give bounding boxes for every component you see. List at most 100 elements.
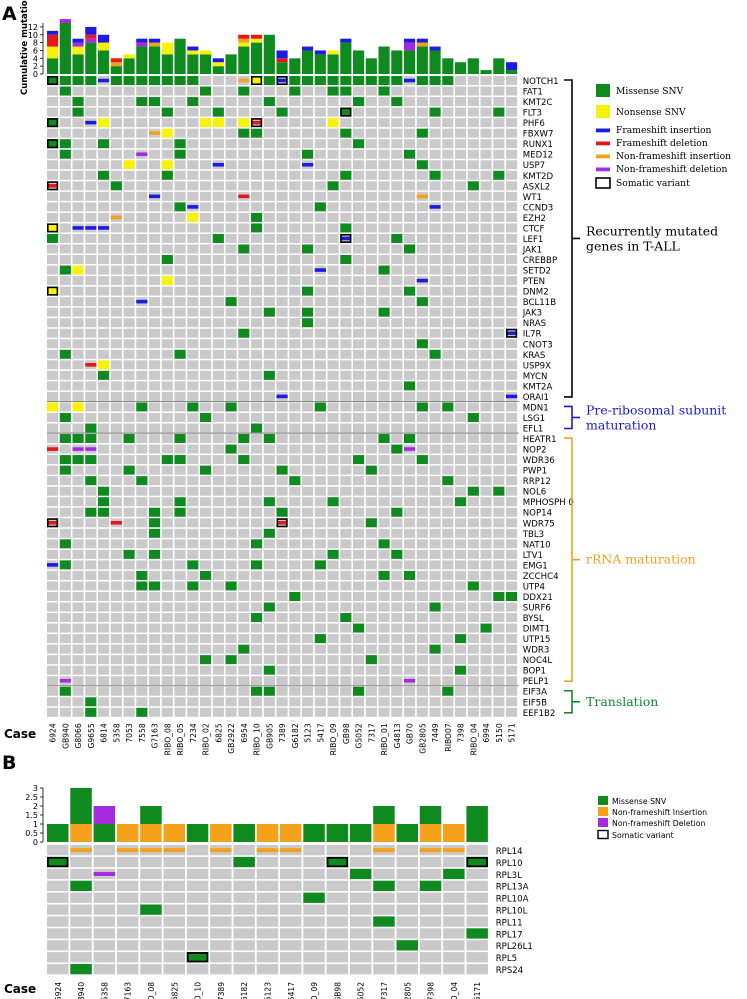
- cell-med12-g4813: [391, 149, 403, 159]
- cell-lef1-ribo-10: [251, 233, 263, 243]
- y-tick-label: 0.5: [25, 829, 38, 838]
- cell-dnm2-gb2805: [416, 286, 428, 296]
- cell-rpl10a-gb940: [70, 892, 92, 903]
- cell-ccnd3-5417: [314, 202, 326, 212]
- cell-ccnd3-5150: [493, 202, 505, 212]
- cell-pwp1-5417: [314, 465, 326, 475]
- cell-ddx21-7558: [136, 591, 148, 601]
- bar-5358-fsd: [110, 58, 122, 63]
- bar-ribo-09-non: [327, 50, 339, 55]
- cell-lsg1-g9655: [85, 412, 97, 422]
- cell-heatr1-7053: [123, 434, 135, 444]
- cell-bcl11b-g5052: [353, 297, 365, 307]
- cell-bysl-g7163: [149, 613, 161, 623]
- cell-nat10-g9655: [85, 539, 97, 549]
- cell-dimt1-g7163: [149, 623, 161, 633]
- cell-il7r-ribo07: [442, 328, 454, 338]
- cell-phf6-gb2805: [416, 118, 428, 128]
- cell-zcchc4-7234: [187, 570, 199, 580]
- cell-wdr75-ribo-04: [467, 518, 479, 528]
- cell-rpl3l-g7163: [116, 868, 139, 880]
- cell-ltv1-6954: [238, 549, 250, 559]
- cell-phf6-7558: [136, 118, 148, 128]
- cell-bop1-5123: [302, 665, 314, 675]
- cell-mycn-7053: [123, 370, 135, 380]
- cell-tbl3-g4813: [391, 528, 403, 538]
- cell-rpl17-g7163: [116, 928, 139, 939]
- cell-ezh2-gb70: [404, 212, 416, 222]
- cell-wdr75-6954: [238, 518, 250, 528]
- cell-wdr36-ribo-08: [161, 455, 173, 465]
- cell-noc4l-7053: [123, 655, 135, 665]
- panel-b-case-label: Case: [4, 982, 36, 996]
- cell-phf6-5150: [493, 118, 505, 128]
- cell-efl1-g5052: [353, 423, 365, 433]
- cell-noc4l-g8066: [72, 655, 84, 665]
- cell-rrp12-g9655: [85, 476, 97, 486]
- somatic-variant-box: [46, 139, 59, 149]
- mutation-bar-fsd: [47, 184, 59, 188]
- cell-rpl3l-g6182: [233, 868, 255, 880]
- cell-dimt1-ribo-10: [251, 623, 263, 633]
- cell-kras-6954: [238, 349, 250, 359]
- cell-bcl11b-6924: [47, 297, 59, 307]
- cell-flt3-g7163: [149, 107, 161, 117]
- cell-ccnd3-gb905: [263, 202, 275, 212]
- bar-gb70-nfd: [404, 42, 416, 51]
- cell-zcchc4-gb905: [263, 570, 275, 580]
- cell-bcl11b-ribo-01: [378, 297, 390, 307]
- cell-nol6-ribo-02: [200, 486, 212, 496]
- cell-lsg1-7389: [276, 412, 288, 422]
- cell-kras-5358: [110, 349, 122, 359]
- cell-nras-gb905: [263, 318, 275, 328]
- cell-wdr75-g9655: [85, 518, 97, 528]
- cell-emg1-ribo-02: [200, 560, 212, 570]
- cell-rpl13a-ribo-08: [140, 880, 162, 891]
- cell-nras-7449: [429, 318, 441, 328]
- cell-jak3-7449: [429, 307, 441, 317]
- cell-wdr3-gb905: [263, 644, 275, 654]
- cell-heatr1-gb940: [59, 434, 71, 444]
- cell-flt3-ribo-04: [467, 107, 479, 117]
- cell-rpl26l1-6924: [47, 940, 69, 951]
- cell-rpl10l-ribo-09: [303, 904, 325, 915]
- cell-nat10-7398: [455, 539, 467, 549]
- cell-jak3-gb98: [340, 307, 352, 317]
- cell-efl1-ribo07: [442, 423, 454, 433]
- mutation-bar-fsi: [404, 78, 416, 83]
- legend-label-nfi: Non-frameshift Insertion: [612, 808, 707, 817]
- cell-phf6-5358: [110, 118, 122, 128]
- cell-rpl17-ribo-09: [303, 928, 325, 939]
- bar-6825-nfi: [163, 824, 185, 842]
- bar-6825-mis: [212, 66, 224, 74]
- cell-orai1-5358: [110, 391, 122, 401]
- cell-pten-g6182: [289, 276, 301, 286]
- cell-cnot3-7389: [276, 339, 288, 349]
- cell-dnm2-gb98: [340, 286, 352, 296]
- cell-setd2-7234: [187, 265, 199, 275]
- cell-rpl3l-7389: [210, 868, 232, 880]
- cell-bcl11b-gb2922: [225, 297, 237, 307]
- cell-cnot3-5171: [506, 339, 518, 349]
- cell-surf6-g9655: [85, 602, 97, 612]
- cell-eif5b-gb905: [263, 697, 275, 707]
- cell-eif3a-6825: [212, 686, 224, 696]
- cell-ddx21-ribo-09: [327, 591, 339, 601]
- cell-utp15-5171: [506, 634, 518, 644]
- cell-runx1-ribo-10: [251, 139, 263, 149]
- cell-nop2-6954: [238, 444, 250, 454]
- cell-runx1-g9655: [85, 139, 97, 149]
- somatic-variant-box: [46, 181, 59, 191]
- cell-ezh2-gb940: [59, 212, 71, 222]
- cell-phf6-gb905: [263, 118, 275, 128]
- cell-utp4-gb905: [263, 581, 275, 591]
- cell-crebbp-5171: [506, 255, 518, 265]
- cell-wdr75-g7163: [149, 518, 161, 528]
- cell-emg1-gb70: [404, 560, 416, 570]
- cell-rpl10a-7398: [419, 892, 442, 903]
- legend-label-nfi: Non-frameshift insertion: [616, 151, 731, 162]
- cell-rrp12-5123: [302, 476, 314, 486]
- cell-jak3-g4813: [391, 307, 403, 317]
- gene-label-bcl11b: BCL11B: [523, 298, 556, 308]
- cell-kmt2c-7053: [123, 97, 135, 107]
